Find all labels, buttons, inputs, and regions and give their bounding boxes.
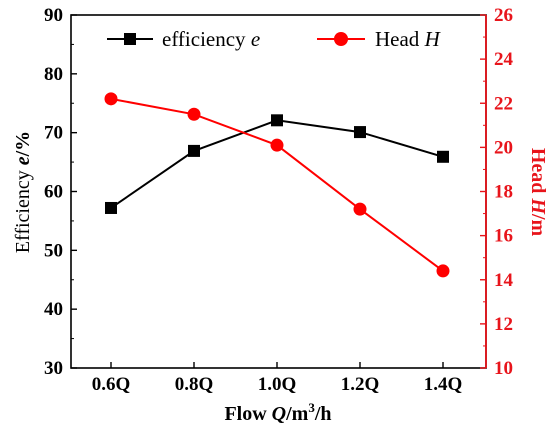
left-tick-label: 70: [44, 123, 63, 144]
right-tick-label: 12: [494, 314, 513, 335]
left-axis-title: Efficiency e/%: [12, 131, 34, 253]
x-tick-label: 1.2Q: [341, 374, 380, 395]
data-point-efficiency: [437, 150, 449, 163]
left-tick-label: 90: [44, 5, 63, 26]
left-tick-label: 30: [44, 358, 63, 379]
data-point-head: [270, 138, 284, 152]
right-axis-ticks: 10 12 14 16 18 20 22 24 26: [480, 5, 514, 379]
left-tick-label: 40: [44, 299, 63, 320]
x-tick-label: 0.8Q: [175, 374, 214, 395]
left-tick-label: 60: [44, 182, 63, 203]
legend: efficiency e Head H: [107, 27, 442, 51]
legend-entry-head: Head H: [317, 27, 442, 51]
right-tick-label: 26: [494, 5, 513, 26]
series-layer: [104, 92, 450, 278]
data-point-efficiency: [271, 114, 283, 127]
legend-efficiency-label: efficiency e: [162, 27, 260, 51]
data-point-efficiency: [354, 126, 366, 139]
legend-head-marker: [334, 32, 348, 46]
right-tick-label: 10: [494, 358, 513, 379]
data-point-head: [104, 92, 118, 106]
x-tick-label: 0.6Q: [92, 374, 131, 395]
left-tick-label: 80: [44, 64, 63, 85]
right-axis-title: Head H/m: [527, 148, 549, 237]
right-tick-label: 16: [494, 226, 513, 247]
right-tick-label: 18: [494, 182, 513, 203]
left-tick-label: 50: [44, 240, 63, 261]
right-tick-label: 14: [494, 270, 514, 291]
x-axis-ticks: 0.6Q 0.8Q 1.0Q 1.2Q 1.4Q: [92, 362, 463, 395]
data-point-head: [187, 107, 201, 121]
x-tick-label: 1.0Q: [258, 374, 297, 395]
data-point-efficiency: [105, 201, 117, 214]
x-axis-title: Flow Q/m3/h: [224, 400, 331, 425]
right-tick-label: 20: [494, 137, 513, 158]
x-tick-label: 1.4Q: [424, 374, 463, 395]
data-point-head: [353, 202, 367, 216]
legend-efficiency-marker: [124, 33, 136, 45]
data-point-head: [436, 264, 450, 278]
legend-head-label: Head H: [375, 27, 442, 51]
series-line-efficiency: [110, 119, 444, 209]
data-point-efficiency: [188, 144, 200, 157]
right-tick-label: 22: [494, 93, 513, 114]
left-axis-ticks: 30 40 50 60 70 80 90: [44, 5, 77, 379]
legend-entry-efficiency: efficiency e: [107, 27, 260, 51]
right-tick-label: 24: [494, 49, 514, 70]
